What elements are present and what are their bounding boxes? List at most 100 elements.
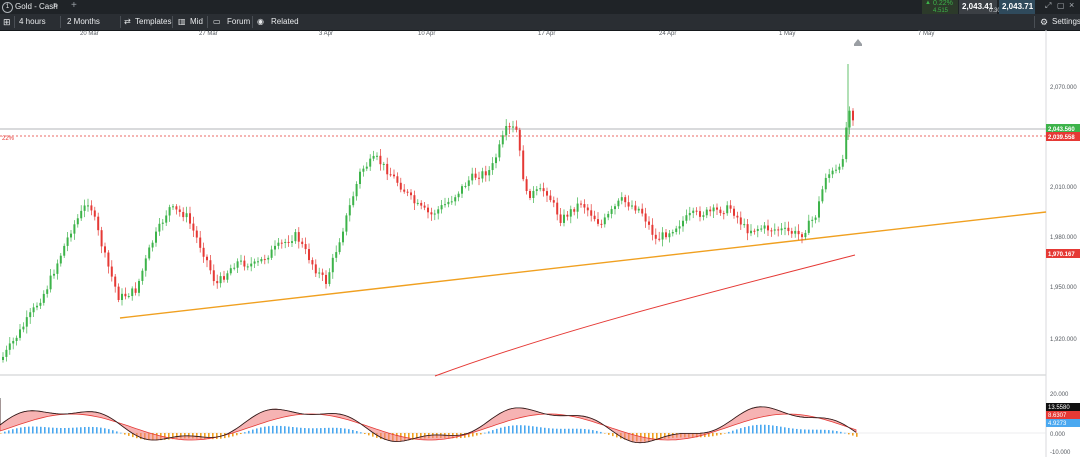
forum-button[interactable]: Forum [227,17,251,26]
clock-icon[interactable]: 1 [2,2,13,13]
histogram-bar [792,428,794,434]
price-labels: 2,043.560 2,039.558 1,970.167 [1046,124,1080,258]
forum-icon: ▭ [213,17,221,26]
histogram-bar [480,433,482,435]
candle-body [172,206,174,208]
histogram-bar [212,433,214,440]
price-chart[interactable]: 20 Mar 27 Mar 3 Apr 10 Apr 17 Apr 24 Apr… [0,30,1080,457]
range-selector[interactable]: 2 Months [67,17,100,26]
candle-body [427,207,429,213]
candle-body [716,207,718,210]
histogram-bar [468,433,470,438]
x-tick-label: 1 May [779,31,795,37]
candle-body [12,340,15,344]
add-tab-icon[interactable]: + [71,0,77,11]
x-tick-label: 10 Apr [418,31,435,37]
histogram-bar [772,425,774,434]
candle-body [87,205,89,207]
histogram-bar [576,428,578,434]
candle-body [610,209,613,214]
histogram-bar [504,426,506,434]
histogram-bar [520,425,522,434]
candle-body [797,230,800,235]
histogram-bar [276,425,278,434]
candle-body [127,296,130,298]
macd-line [0,398,857,444]
change-percent: 0.22% [933,0,953,7]
candle-body [767,225,769,231]
histogram-bar [744,427,746,434]
related-icon: ◉ [257,17,264,26]
histogram-bar [844,432,846,434]
candle-body [811,219,814,221]
restore-window-icon[interactable]: ▢ [1057,1,1065,10]
histogram-bar [832,430,834,434]
expand-icon[interactable]: ⤢ [1045,1,1052,10]
instrument-tab-label[interactable]: Gold - Cash [15,2,58,11]
candle-body [301,241,304,245]
candle-body [454,197,457,202]
sell-price-button[interactable]: 2,043.41 [959,0,997,16]
candle-body [195,230,198,238]
layout-grid-icon[interactable]: ⊞ [3,17,11,27]
histogram-bar [496,428,498,434]
x-tick-label: 17 Apr [538,31,555,37]
candle-body [641,208,644,214]
candle-body [773,229,776,231]
candle-body [209,260,212,271]
histogram-bar [304,428,306,434]
change-box: ▲ 0.22% 4.515 [922,0,958,16]
candle-body [250,263,253,267]
histogram-bar [332,427,334,434]
price-type-selector[interactable]: Mid [190,17,203,26]
candle-body [410,192,412,196]
candle-body [586,207,589,211]
search-icon[interactable]: ⌕ [53,0,59,11]
settings-gear-icon[interactable]: ⚙ [1040,17,1049,27]
scroll-to-latest-icon[interactable] [854,39,862,46]
candle-body [597,219,599,224]
related-button[interactable]: Related [271,17,299,26]
close-icon[interactable]: × [1069,0,1075,10]
histogram-bar [344,428,346,434]
settings-button[interactable]: Settings [1052,17,1080,26]
candle-body [175,206,178,210]
candle-body [433,213,436,215]
histogram-bar [216,433,218,440]
histogram-bar [648,433,650,442]
candle-body [525,179,528,191]
candle-body [134,288,137,293]
buy-price-button[interactable]: 2,043.71 [999,0,1035,16]
histogram-bar [488,431,490,434]
histogram-bar [752,425,754,434]
candle-body [552,200,555,203]
histogram-bar [340,428,342,434]
histogram-bar [416,433,418,440]
candle-body [756,229,759,231]
candle-body [838,166,841,170]
histogram-bar [812,429,814,434]
x-tick-label: 24 Apr [659,31,676,37]
y-tick-label: 1,980.000 [1050,235,1077,241]
candle-body [165,215,168,223]
candle-body [229,268,232,274]
histogram-bar [616,433,618,438]
histogram-bar [52,427,54,434]
candle-body [580,203,582,205]
candle-body [699,211,701,217]
histogram-bar [776,426,778,434]
templates-button[interactable]: Templates [135,17,172,26]
histogram-bar [208,433,210,440]
candle-body [25,317,28,327]
timeframe-selector[interactable]: 4 hours [19,17,46,26]
candle-body [32,307,35,313]
trendline[interactable] [119,211,1047,319]
candle-body [624,197,627,203]
histogram-bar [500,427,502,434]
candle-body [110,266,113,277]
histogram-bar [356,431,358,434]
histogram-bar [528,425,530,434]
histogram-bar [228,433,230,438]
candle-body [216,281,219,284]
histogram-bar [116,431,118,434]
